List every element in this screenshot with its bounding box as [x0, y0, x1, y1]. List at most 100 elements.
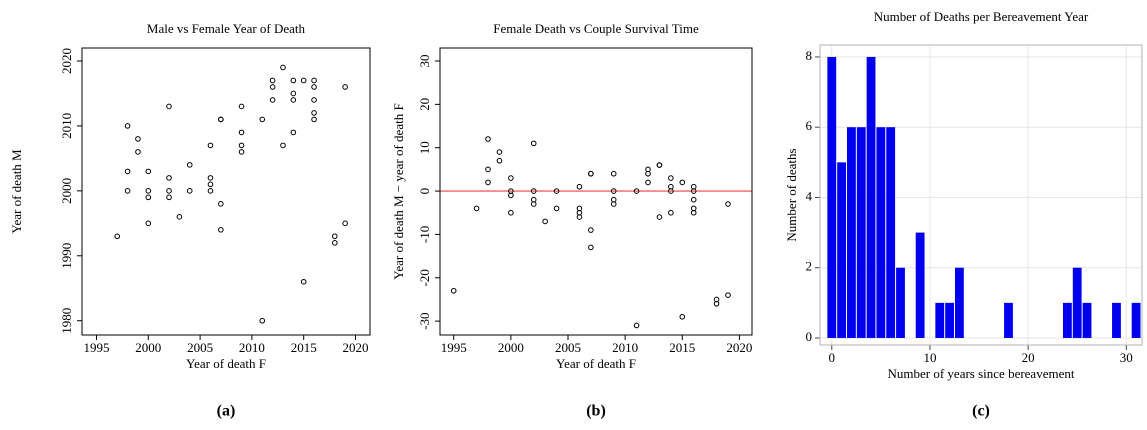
y-tick-label: 20 [417, 98, 432, 111]
x-tick-label: 2005 [555, 340, 581, 355]
point [145, 220, 152, 227]
point [311, 77, 317, 84]
caption: (c) [972, 403, 990, 420]
x-tick-label: 1995 [441, 340, 467, 355]
point [588, 170, 594, 177]
y-tick-label: 0 [417, 188, 432, 195]
x-tick-label: 2020 [342, 340, 368, 355]
bar [1082, 302, 1092, 338]
y-tick-label: 6 [806, 118, 813, 133]
y-tick-label: 4 [806, 188, 813, 203]
bar [1131, 302, 1141, 338]
bar [886, 127, 896, 338]
point [610, 170, 617, 177]
bar [935, 302, 945, 338]
point [166, 103, 172, 110]
point [290, 77, 297, 84]
point [135, 149, 141, 155]
point [311, 110, 317, 116]
y-tick-label: 2000 [59, 178, 74, 204]
plot-frame [81, 47, 371, 336]
point [610, 201, 617, 207]
bar [876, 127, 886, 338]
point [186, 162, 193, 168]
x-tick-label: 2000 [498, 340, 524, 355]
bar [1004, 302, 1013, 338]
point [166, 175, 172, 181]
point [530, 201, 537, 207]
chart-title: Male vs Female Year of Death [147, 21, 306, 36]
point [508, 192, 514, 199]
point [269, 84, 276, 90]
point [290, 90, 297, 97]
x-tick-label: 2015 [669, 340, 695, 355]
point [690, 196, 697, 203]
y-tick-label: 0 [806, 329, 813, 344]
y-tick-label: 2010 [59, 113, 74, 139]
point [542, 218, 548, 225]
x-tick-label: 10 [923, 350, 936, 365]
point [668, 209, 674, 216]
point [300, 77, 307, 84]
point [207, 175, 214, 181]
x-tick-label: 2020 [726, 340, 752, 355]
point [259, 317, 266, 324]
point [690, 209, 697, 216]
point [218, 116, 224, 123]
bar [1062, 302, 1072, 338]
x-tick-label: 0 [829, 350, 836, 365]
plot-frame [819, 44, 1143, 346]
x-axis-label: Year of death F [556, 356, 636, 371]
point [207, 181, 214, 188]
point [124, 188, 131, 194]
bar [856, 127, 866, 338]
point [311, 97, 317, 103]
caption: (b) [586, 403, 606, 420]
caption: (a) [217, 403, 236, 420]
bar [896, 267, 905, 338]
chart-title: Female Death vs Couple Survival Time [493, 21, 699, 36]
point [290, 129, 297, 136]
y-tick-label: 2020 [59, 48, 74, 74]
point [280, 142, 286, 149]
point [218, 201, 224, 207]
bar [847, 127, 856, 338]
point [176, 214, 183, 220]
point [576, 214, 583, 220]
point [218, 227, 224, 233]
point [679, 179, 686, 186]
point [725, 201, 731, 207]
bar [915, 232, 925, 338]
point [207, 188, 214, 194]
x-tick-label: 2010 [612, 340, 638, 355]
y-tick-label: -10 [417, 226, 432, 243]
plot-frame [439, 47, 753, 336]
point [576, 183, 583, 190]
point [114, 233, 121, 240]
bar [827, 56, 837, 338]
point [485, 136, 491, 142]
y-tick-label: -30 [417, 312, 432, 329]
bar [1072, 267, 1082, 338]
point [166, 188, 172, 194]
point [186, 188, 193, 194]
point [530, 140, 537, 147]
point [473, 205, 480, 212]
point [668, 175, 674, 181]
point [508, 209, 514, 216]
point [331, 233, 338, 240]
x-tick-label: 1995 [84, 340, 110, 355]
point [145, 168, 152, 175]
point [207, 142, 214, 149]
bar [954, 267, 964, 338]
point [166, 194, 172, 201]
point [238, 129, 245, 136]
y-tick-label: 1990 [59, 243, 74, 269]
y-axis-label: Number of deaths [784, 148, 799, 241]
y-axis-label: Year of death M − year of death F [391, 103, 406, 279]
point [530, 188, 537, 194]
point [342, 220, 348, 227]
point [656, 162, 663, 168]
point [124, 168, 131, 175]
point [668, 188, 674, 194]
